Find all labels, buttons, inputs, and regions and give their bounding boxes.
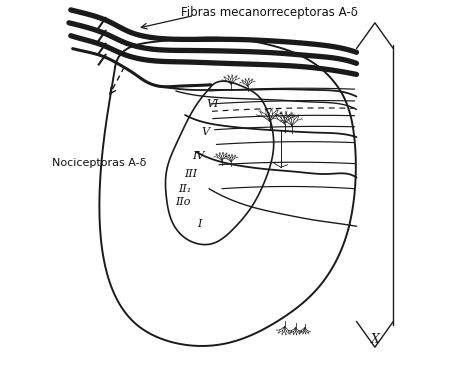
Text: IIo: IIo <box>176 196 191 206</box>
Text: Nociceptoras A-δ: Nociceptoras A-δ <box>52 158 147 168</box>
Text: IV: IV <box>192 151 204 161</box>
Text: X: X <box>370 333 379 346</box>
Text: VI: VI <box>206 99 219 109</box>
Text: V: V <box>201 127 209 137</box>
Text: Fibras mecanorreceptoras A-δ: Fibras mecanorreceptoras A-δ <box>181 6 358 19</box>
Text: III: III <box>184 169 197 179</box>
Text: II₁: II₁ <box>178 184 191 194</box>
Text: I: I <box>198 219 202 229</box>
